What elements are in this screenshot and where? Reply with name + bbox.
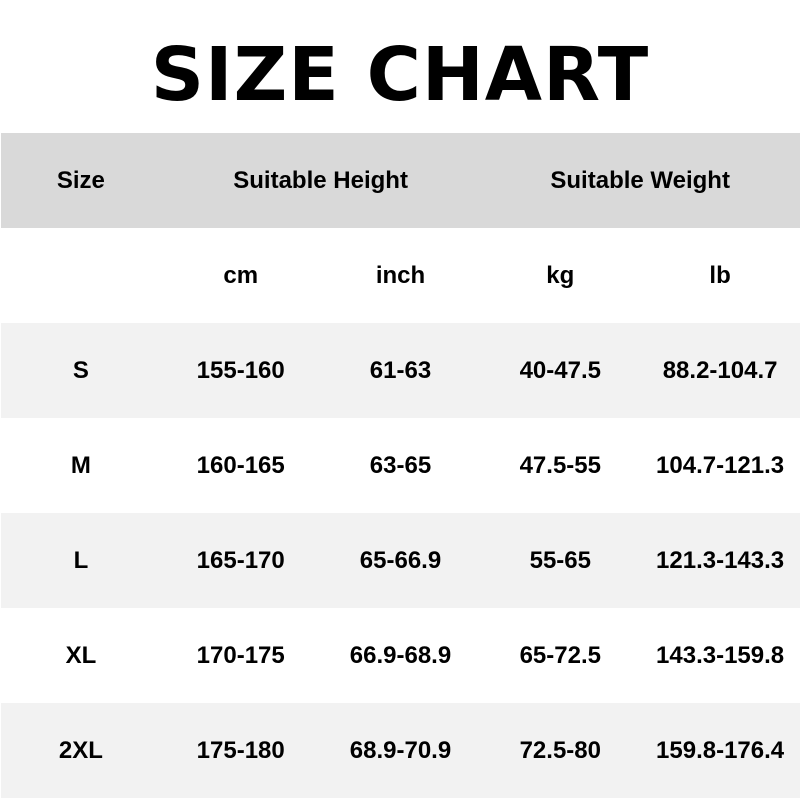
header-height: Suitable Height [233, 166, 408, 194]
unit-cm: cm [223, 261, 259, 289]
table-row: M 160-165 63-65 47.5-55 104.7-121.3 [1, 418, 800, 513]
cell-cm: 170-175 [196, 641, 285, 669]
units-row: cm inch kg lb [1, 228, 800, 323]
cell-inch: 65-66.9 [359, 546, 442, 574]
table-row: 2XL 175-180 68.9-70.9 72.5-80 159.8-176.4 [1, 703, 800, 798]
page-title: SIZE CHART [150, 32, 650, 118]
cell-lb: 159.8-176.4 [656, 736, 785, 764]
unit-inch: inch [375, 261, 426, 289]
cell-size: L [73, 546, 89, 574]
cell-kg: 65-72.5 [519, 641, 601, 669]
table-row: XL 170-175 66.9-68.9 65-72.5 143.3-159.8 [1, 608, 800, 703]
cell-size: XL [65, 641, 97, 669]
header-weight: Suitable Weight [550, 166, 730, 194]
cell-inch: 68.9-70.9 [349, 736, 452, 764]
cell-kg: 55-65 [529, 546, 591, 574]
cell-inch: 63-65 [369, 451, 432, 479]
cell-lb: 121.3-143.3 [656, 546, 785, 574]
cell-kg: 47.5-55 [519, 451, 601, 479]
table-row: L 165-170 65-66.9 55-65 121.3-143.3 [1, 513, 800, 608]
cell-cm: 155-160 [196, 356, 285, 384]
cell-size: S [72, 356, 89, 384]
cell-cm: 160-165 [196, 451, 285, 479]
header-size: Size [56, 166, 105, 194]
cell-cm: 165-170 [196, 546, 285, 574]
unit-kg: kg [546, 261, 575, 289]
cell-size: M [70, 451, 91, 479]
cell-lb: 104.7-121.3 [656, 451, 785, 479]
cell-inch: 61-63 [369, 356, 432, 384]
cell-lb: 88.2-104.7 [662, 356, 778, 384]
table-row: S 155-160 61-63 40-47.5 88.2-104.7 [1, 323, 800, 418]
unit-lb: lb [709, 261, 731, 289]
cell-cm: 175-180 [196, 736, 285, 764]
cell-kg: 72.5-80 [519, 736, 601, 764]
table-header: Size Suitable Height Suitable Weight [1, 133, 800, 228]
cell-kg: 40-47.5 [519, 356, 601, 384]
cell-size: 2XL [58, 736, 103, 764]
cell-inch: 66.9-68.9 [349, 641, 452, 669]
cell-lb: 143.3-159.8 [656, 641, 785, 669]
